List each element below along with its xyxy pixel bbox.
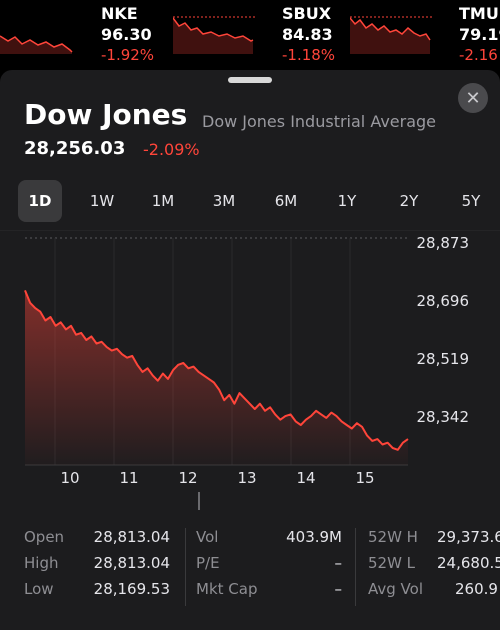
range-1m[interactable]: 1M bbox=[151, 192, 175, 210]
stat-value-mktcap: – bbox=[334, 580, 343, 598]
stock-price: 28,256.03 bbox=[24, 138, 126, 159]
ticker-item-nke[interactable]: NKE 96.30 -1.92% bbox=[101, 4, 154, 64]
range-3m[interactable]: 3M bbox=[212, 192, 236, 210]
sparkline-left bbox=[0, 35, 73, 54]
stat-value-52wl: 24,680.5 bbox=[437, 554, 500, 572]
stats-divider bbox=[355, 528, 356, 606]
ticker-strip: NKE 96.30 -1.92% SBUX 84.83 -1.18% TMUS … bbox=[0, 0, 500, 70]
stat-value-52wh: 29,373.6 bbox=[437, 528, 500, 546]
stock-change: -2.09% bbox=[143, 140, 200, 159]
range-5y[interactable]: 5Y bbox=[461, 192, 481, 210]
stat-label-vol: Vol bbox=[196, 528, 219, 546]
ticker-price: 79.19 bbox=[459, 25, 500, 44]
ticker-change: -1.18% bbox=[282, 46, 336, 64]
ticker-change: -1.92% bbox=[101, 46, 155, 64]
x-tick-label: 11 bbox=[119, 469, 138, 487]
series-line bbox=[24, 290, 409, 451]
x-tick-label: 12 bbox=[178, 469, 197, 487]
stat-value-avgvol: 260.9 bbox=[455, 580, 498, 598]
ticker-change: -2.16 bbox=[459, 46, 498, 64]
stats-row-2: High 28,813.04 P/E – 52W L 24,680.5 bbox=[0, 554, 500, 578]
stats-divider bbox=[185, 528, 186, 606]
price-chart[interactable]: 28,873 28,696 28,519 28,342 10 11 12 13 14 15 bbox=[0, 230, 500, 520]
stat-label-high: High bbox=[24, 554, 59, 572]
stat-value-pe: – bbox=[334, 554, 343, 572]
series-area bbox=[25, 290, 408, 465]
y-tick-label: 28,519 bbox=[417, 350, 470, 368]
stat-value-high: 28,813.04 bbox=[93, 554, 170, 572]
chart-series bbox=[24, 290, 409, 465]
y-axis-labels: 28,873 28,696 28,519 28,342 bbox=[417, 234, 470, 426]
sheet-grabber[interactable] bbox=[228, 77, 272, 83]
sparkline-sbux bbox=[350, 16, 432, 54]
stock-subtitle: Dow Jones Industrial Average bbox=[202, 112, 437, 131]
range-1w[interactable]: 1W bbox=[89, 192, 115, 210]
stat-label-52wh: 52W H bbox=[368, 528, 418, 546]
x-tick-label: 15 bbox=[355, 469, 374, 487]
stat-value-low: 28,169.53 bbox=[93, 580, 170, 598]
y-tick-label: 28,873 bbox=[417, 234, 470, 252]
stats-row-3: Low 28,169.53 Mkt Cap – Avg Vol 260.9 bbox=[0, 580, 500, 604]
stat-label-low: Low bbox=[24, 580, 54, 598]
x-tick-label: 13 bbox=[237, 469, 256, 487]
stat-label-pe: P/E bbox=[196, 554, 220, 572]
stat-label-open: Open bbox=[24, 528, 65, 546]
x-axis-labels: 10 11 12 13 14 15 bbox=[60, 469, 374, 487]
ticker-item-sbux[interactable]: SBUX 84.83 -1.18% bbox=[282, 4, 335, 64]
ticker-symbol: NKE bbox=[101, 4, 138, 23]
stats-row-1: Open 28,813.04 Vol 403.9M 52W H 29,373.6 bbox=[0, 528, 500, 552]
stock-title: Dow Jones bbox=[24, 98, 188, 131]
stat-value-vol: 403.9M bbox=[286, 528, 342, 546]
range-1y[interactable]: 1Y bbox=[337, 192, 357, 210]
range-6m[interactable]: 6M bbox=[274, 192, 298, 210]
ticker-price: 96.30 bbox=[101, 25, 152, 44]
ticker-item-tmus[interactable]: TMUS 79.19 -2.16 bbox=[459, 4, 500, 64]
y-tick-label: 28,696 bbox=[417, 292, 470, 310]
x-tick-label: 10 bbox=[60, 469, 79, 487]
ticker-symbol: TMUS bbox=[459, 4, 500, 23]
ticker-symbol: SBUX bbox=[282, 4, 332, 23]
y-tick-label: 28,342 bbox=[417, 408, 470, 426]
stat-label-avgvol: Avg Vol bbox=[368, 580, 423, 598]
close-icon: ✕ bbox=[465, 87, 481, 109]
stat-value-open: 28,813.04 bbox=[93, 528, 170, 546]
ticker-price: 84.83 bbox=[282, 25, 333, 44]
sparkline-nke bbox=[173, 16, 255, 54]
close-button[interactable]: ✕ bbox=[458, 83, 488, 113]
range-1d[interactable]: 1D bbox=[18, 180, 62, 222]
stat-label-mktcap: Mkt Cap bbox=[196, 580, 258, 598]
stat-label-52wl: 52W L bbox=[368, 554, 416, 572]
range-2y[interactable]: 2Y bbox=[399, 192, 419, 210]
x-tick-label: 14 bbox=[296, 469, 315, 487]
range-selector: 1D 1W 1M 3M 6M 1Y 2Y 5Y bbox=[0, 180, 500, 226]
